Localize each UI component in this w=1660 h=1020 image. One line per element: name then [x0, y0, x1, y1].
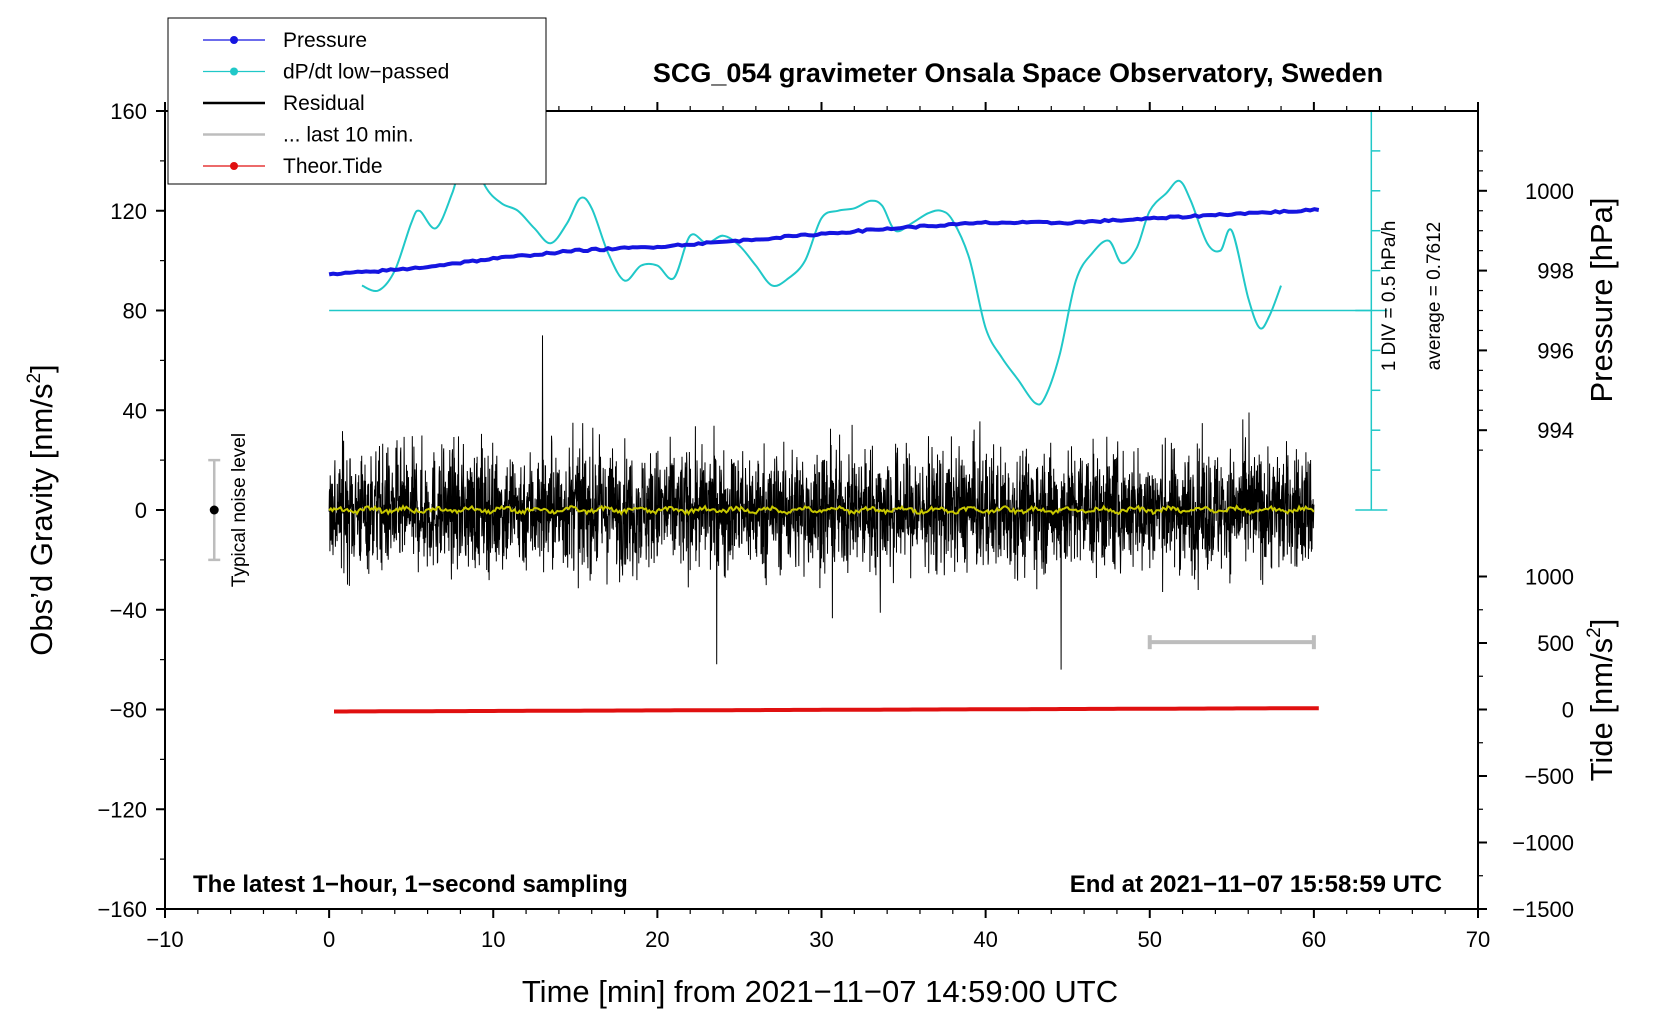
pressure-series: [328, 207, 1320, 277]
y-tick-label: 40: [123, 398, 147, 423]
x-tick-label: 70: [1466, 927, 1490, 952]
y-tick-label: 120: [110, 199, 147, 224]
tide-tick-label: 1000: [1525, 565, 1574, 590]
legend-swatch-marker: [230, 162, 238, 170]
x-axis-title: Time [min] from 2021−11−07 14:59:00 UTC: [522, 974, 1118, 1009]
theoretical-tide-series: [334, 706, 1319, 714]
tide-axis-title-sup: 2: [1584, 627, 1605, 638]
x-tick-label: 40: [973, 927, 997, 952]
dpdt-line: [361, 142, 1282, 406]
dpdt-scale-note: 1 DIV = 0.5 hPa/h: [1379, 221, 1400, 372]
y-tick-label: −40: [110, 598, 147, 623]
y-axis-title-end: ]: [24, 364, 59, 373]
tide-axis-title-main: Tide [nm/s: [1584, 638, 1619, 782]
residual-smoothed-line: [328, 503, 1315, 516]
y-axis-title: Obs’d Gravity [nm/s2]: [24, 364, 59, 655]
y-tick-label: −80: [110, 698, 147, 723]
x-tick-label: 20: [645, 927, 669, 952]
noise-level-label: Typical noise level: [229, 433, 250, 587]
tide-tick-label: −1000: [1512, 830, 1574, 855]
legend-box: [167, 17, 547, 185]
pressure-tick-label: 994: [1537, 418, 1574, 443]
y-tick-label: −120: [97, 797, 147, 822]
tide-axis-title-end: ]: [1584, 619, 1619, 628]
axes: −10 0 10 20 30 40 50 60 70 −160 −120 −80 −40 0 40 80 120…: [97, 99, 1574, 952]
tide-tick-label: −1500: [1512, 897, 1574, 922]
y-tick-label: 80: [123, 299, 147, 324]
y-axis-title-main: Obs’d Gravity [nm/s: [24, 384, 59, 656]
legend-label: Theor.Tide: [283, 155, 383, 178]
pressure-tick-label: 996: [1537, 338, 1574, 363]
tide-tick-label: −500: [1524, 764, 1574, 789]
pressure-axis-title: Pressure [hPa]: [1584, 197, 1619, 402]
x-tick-label: 60: [1302, 927, 1326, 952]
noise-level-dot: [209, 505, 219, 515]
legend-swatch-marker: [230, 36, 238, 44]
legend: Pressure dP/dt low−passed Residual ... last…: [167, 17, 547, 185]
legend-label: Residual: [283, 92, 365, 115]
x-tick-label: 50: [1138, 927, 1162, 952]
tide-tick-label: 0: [1562, 698, 1574, 723]
x-tick-label: 10: [481, 927, 505, 952]
tide-tick-label: 500: [1537, 631, 1574, 656]
legend-entries: Pressure dP/dt low−passed Residual ... last…: [203, 29, 449, 178]
y-tick-label: −160: [97, 897, 147, 922]
legend-label: Pressure: [283, 29, 367, 52]
residual-series: [328, 335, 1315, 670]
residual-smoothed-series: [328, 503, 1315, 516]
tide-axis-title: Tide [nm/s2]: [1584, 619, 1619, 782]
pressure-tick-label: 998: [1537, 259, 1574, 284]
dpdt-average-note: average = 0.7612: [1424, 222, 1445, 370]
y-tick-label: 0: [135, 498, 147, 523]
x-tick-label: 30: [809, 927, 833, 952]
sampling-note: The latest 1−hour, 1−second sampling: [193, 871, 628, 898]
legend-label: dP/dt low−passed: [283, 61, 449, 84]
x-tick-label: 0: [323, 927, 335, 952]
residual-line: [328, 335, 1315, 670]
annotations: [208, 458, 1316, 650]
end-time-note: End at 2021−11−07 15:58:59 UTC: [1070, 871, 1442, 898]
legend-label: ... last 10 min.: [283, 124, 414, 147]
x-tick-label: −10: [146, 927, 183, 952]
theoretical-tide-line: [334, 706, 1319, 714]
pressure-line: [328, 207, 1320, 277]
y-axis-title-sup: 2: [24, 373, 45, 384]
y-tick-label: 160: [110, 99, 147, 124]
pressure-tick-label: 1000: [1525, 179, 1574, 204]
legend-swatch-marker: [230, 67, 238, 76]
chart-title: SCG_054 gravimeter Onsala Space Observat…: [653, 58, 1383, 88]
dpdt-series: [329, 110, 1388, 511]
